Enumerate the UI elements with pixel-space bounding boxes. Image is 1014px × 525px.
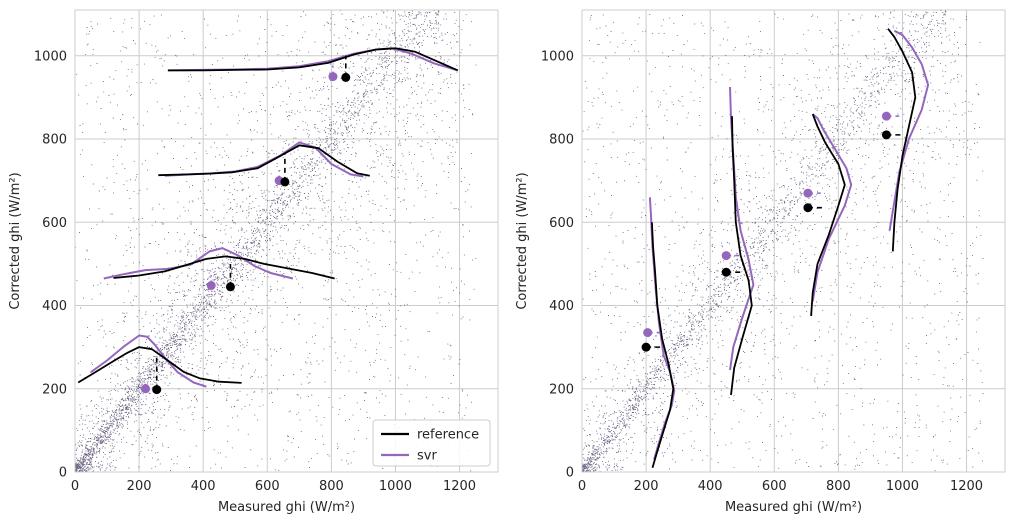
x-tick-label: 200 [127,479,152,494]
x-tick-label: 1200 [950,479,983,494]
x-tick-label: 0 [578,479,586,494]
y-tick-label: 1000 [34,49,67,64]
svr-density-curve [811,113,853,302]
plot-frame [74,9,499,473]
density-layer [77,47,459,395]
svr-density-curve [103,247,294,280]
reference-density-curve [158,144,370,177]
reference-density-curve [113,255,335,280]
x-tick-label: 800 [826,479,851,494]
plot-frame [581,9,1006,473]
density-layer [641,28,930,469]
reference-mean-point [341,72,351,82]
scatter-point-cloud [75,10,477,472]
svr-density-curve [90,334,207,388]
y-tick-label: 1000 [541,49,574,64]
y-axis-title: Corrected ghi (W/m²) [8,172,23,309]
right-panel: 0 200 400 600 800 1000 1200 0 200 400 600 800 1000 Me… [515,9,1006,515]
reference-mean-point [225,282,235,292]
svr-mean-point [803,188,813,198]
y-tick-label: 800 [42,133,67,148]
reference-density-curve [77,346,242,384]
reference-density-curve [887,28,917,252]
reference-density-curve [651,222,675,469]
x-axis-title: Measured ghi (W/m²) [218,500,355,515]
reference-mean-point [881,130,891,140]
svr-mean-point [881,111,891,121]
y-tick-label: 600 [42,216,67,231]
reference-mean-point [152,385,162,395]
x-tick-label: 200 [634,479,659,494]
scatter-points [75,10,477,472]
y-tick-label: 0 [566,466,574,481]
scatter-points [582,10,984,472]
svr-mean-point [328,72,338,82]
svr-density-curve [888,29,930,231]
reference-density-curve [810,113,846,316]
grid [74,10,498,473]
y-tick-label: 200 [549,382,574,397]
reference-mean-point [721,267,731,277]
x-tick-label: 600 [762,479,787,494]
y-tick-label: 400 [549,299,574,314]
reference-mean-point [641,342,651,352]
y-tick-label: 600 [549,216,574,231]
x-tick-label: 0 [71,479,79,494]
x-tick-label: 400 [191,479,216,494]
svr-mean-point [141,384,150,394]
reference-density-curve [730,116,753,396]
legend-label-reference: reference [417,428,479,443]
x-tick-label: 1200 [443,479,476,494]
reference-mean-point [803,203,813,213]
y-tick-label: 800 [549,133,574,148]
svr-mean-point [206,281,216,291]
reference-mean-point [280,177,290,187]
x-tick-label: 1000 [886,479,919,494]
legend-label-svr: svr [417,449,437,464]
x-tick-label: 600 [255,479,280,494]
svr-mean-point [721,251,731,261]
svr-mean-point [643,328,653,338]
x-tick-label: 400 [698,479,723,494]
y-tick-label: 0 [59,466,67,481]
reference-density-curve [167,47,459,72]
x-axis-title: Measured ghi (W/m²) [725,500,862,515]
x-tick-label: 800 [319,479,344,494]
legend: reference svr [372,419,491,467]
left-panel: 0 200 400 600 800 1000 1200 0 200 400 600 800 1000 Me… [8,9,499,515]
y-axis-title: Corrected ghi (W/m²) [515,172,530,309]
scatter-point-cloud [582,10,984,472]
plot-area [582,10,1005,472]
plot-area [75,10,498,472]
x-tick-label: 1000 [379,479,412,494]
y-tick-label: 200 [42,382,67,397]
y-tick-label: 400 [42,299,67,314]
